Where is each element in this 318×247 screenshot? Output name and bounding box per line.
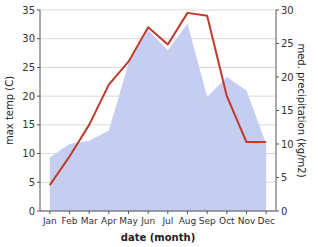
- plot-area: [50, 13, 266, 211]
- grid-line: [40, 38, 276, 39]
- x-tick-label: Jan: [42, 216, 57, 226]
- y-tick-label: 25: [22, 62, 35, 73]
- x-tick: [266, 211, 267, 214]
- x-tick: [148, 211, 149, 214]
- x-axis-line: [40, 211, 276, 212]
- area: [50, 23, 266, 211]
- y2-tick-label: 5: [281, 172, 287, 183]
- grid-line: [40, 10, 276, 11]
- x-tick-label: May: [119, 216, 138, 226]
- y-tick: [37, 124, 40, 125]
- y-axis-label: max temp (C): [4, 76, 15, 145]
- line: [50, 13, 266, 185]
- x-tick-label: Mar: [81, 216, 98, 226]
- y-tick-label: 5: [29, 177, 35, 188]
- x-ticks: Jan FebMarAprMayJun Jul AugSepOctNovDec: [42, 211, 275, 226]
- grid-line: [40, 211, 276, 212]
- x-tick-label: Jun: [140, 216, 155, 226]
- x-tick: [187, 211, 188, 214]
- y2-tick: [276, 110, 279, 111]
- y2-tick-label: 15: [281, 105, 294, 116]
- x-tick: [108, 211, 109, 214]
- x-tick-label: Aug: [179, 216, 197, 226]
- y2-tick: [276, 10, 279, 11]
- y-tick: [37, 96, 40, 97]
- x-tick-label: Dec: [257, 216, 274, 226]
- y2-ticks: 0 5 10 15 20 25 30: [276, 5, 294, 217]
- y-tick: [37, 38, 40, 39]
- grid: [40, 10, 276, 211]
- x-tick-label: Oct: [219, 216, 235, 226]
- y2-tick-label: 20: [281, 72, 294, 83]
- y2-tick: [276, 177, 279, 178]
- x-tick: [49, 211, 50, 214]
- x-tick: [128, 211, 129, 214]
- y2-tick: [276, 77, 279, 78]
- x-tick: [226, 211, 227, 214]
- chart-svg: 0 5 10 15 20 25 30 35 0 5 10 15 20 25 30 Jan FebMarAprMa…: [0, 0, 318, 247]
- y-tick: [37, 10, 40, 11]
- y2-tick: [276, 43, 279, 44]
- x-tick: [167, 211, 168, 214]
- x-tick-label: Apr: [101, 216, 117, 226]
- y2-tick: [276, 211, 279, 212]
- y-tick: [37, 153, 40, 154]
- y-tick-label: 15: [22, 119, 35, 130]
- y-tick-label: 35: [22, 5, 35, 16]
- y-tick-label: 30: [22, 33, 35, 44]
- y-tick-label: 10: [22, 148, 35, 159]
- x-tick-label: Sep: [199, 216, 216, 226]
- chart-container: 0 5 10 15 20 25 30 35 0 5 10 15 20 25 30 Jan FebMarAprMa…: [0, 0, 318, 247]
- y-tick: [37, 67, 40, 68]
- x-tick: [207, 211, 208, 214]
- x-tick-label: Feb: [62, 216, 78, 226]
- y2-tick: [276, 144, 279, 145]
- y-axis-line: [40, 10, 41, 211]
- x-tick-label: Jul: [161, 216, 173, 226]
- x-axis-label: date (month): [121, 232, 195, 243]
- x-tick: [246, 211, 247, 214]
- x-tick-label: Nov: [238, 216, 256, 226]
- y-tick: [37, 182, 40, 183]
- y2-tick-label: 10: [281, 139, 294, 150]
- y-tick-label: 0: [29, 206, 35, 217]
- axes: [40, 10, 276, 211]
- x-tick: [69, 211, 70, 214]
- y2-tick-label: 25: [281, 38, 294, 49]
- y2-tick-label: 30: [281, 5, 294, 16]
- y-tick: [37, 211, 40, 212]
- y2-axis-label: med. precipitation (kg/m2): [296, 43, 307, 177]
- y-ticks: 0 5 10 15 20 25 30 35: [22, 5, 40, 217]
- y2-tick-label: 0: [281, 206, 287, 217]
- y-tick-label: 20: [22, 91, 35, 102]
- x-tick: [89, 211, 90, 214]
